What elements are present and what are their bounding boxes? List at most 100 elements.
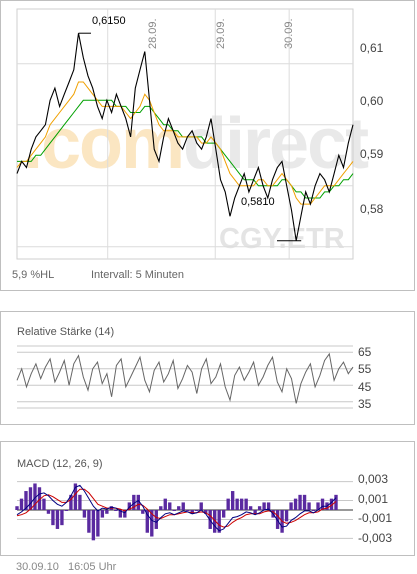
macd-histogram-bar (145, 510, 149, 533)
footer-date: 30.09.10 (16, 561, 59, 573)
rsi-chart (16, 345, 354, 409)
macd-histogram-bar (168, 502, 172, 510)
macd-histogram-bar (293, 498, 298, 510)
signal-line (16, 488, 337, 528)
macd-histogram-bar (163, 498, 167, 510)
macd-histogram-bar (127, 502, 132, 510)
date-label-29-09: 29.09. (215, 18, 227, 49)
macd-histogram-bar (37, 487, 42, 510)
hl-range-label: 5,9 %HL (12, 269, 55, 281)
rsi-tick-55: 55 (358, 362, 372, 376)
date-label-28-09: 28.09. (147, 18, 159, 49)
macd-histogram-bar (266, 502, 271, 510)
macd-histogram-bar (114, 510, 118, 511)
macd-histogram-bar (204, 510, 208, 514)
macd-histogram-bar (46, 510, 51, 514)
watermark-symbol: CGY.ETR (219, 223, 345, 255)
macd-histogram-bar (221, 510, 226, 518)
macd-histogram-bar (33, 483, 37, 510)
macd-histogram-bar (208, 510, 212, 529)
high-label: 0,6150 (92, 15, 126, 27)
ma-long-line (17, 99, 354, 199)
macd-histogram-bar (235, 498, 239, 510)
macd-histogram-bar (78, 494, 82, 510)
macd-histogram-bar (141, 510, 145, 514)
footer-time: 16:05 Uhr (68, 561, 117, 573)
macd-histogram-bar (55, 510, 60, 529)
macd-line (16, 484, 337, 532)
macd-histogram-bar (24, 491, 28, 510)
macd-histogram-bar (118, 510, 123, 518)
macd-histogram-bar (177, 506, 181, 510)
macd-histogram-bar (159, 506, 163, 510)
macd-histogram-bar (42, 498, 46, 510)
macd-histogram-bar (150, 510, 154, 537)
macd-panel: MACD (12, 26, 9) 0,003 0,001 -0,001 -0,0… (0, 441, 415, 556)
macd-histogram-bar (19, 498, 24, 510)
macd-histogram-bar (244, 498, 248, 510)
rsi-line (16, 352, 354, 404)
macd-histogram-bar (51, 510, 55, 526)
rsi-tick-45: 45 (358, 380, 372, 394)
macd-histogram-bar (253, 510, 257, 514)
macd-histogram-bar (316, 502, 320, 510)
y-tick-0-61: 0,61 (360, 41, 384, 55)
rsi-panel: Relative Stärke (14) 65 55 45 35 (0, 311, 415, 425)
macd-histogram-bar (87, 510, 91, 533)
macd-histogram-bar (257, 506, 262, 510)
macd-histogram-bar (302, 494, 307, 510)
y-tick-0-59: 0,59 (360, 147, 384, 161)
price-chart (16, 8, 354, 260)
macd-histogram-bar (91, 510, 96, 541)
macd-histogram-bar (275, 510, 280, 529)
low-label: 0,5810 (241, 196, 275, 208)
macd-histogram-bar (105, 510, 109, 514)
macd-histogram-bar (123, 510, 127, 518)
macd-histogram-bar (69, 494, 73, 510)
date-label-30-09: 30.09. (283, 18, 295, 49)
macd-histogram-bar (181, 502, 185, 510)
rsi-tick-35: 35 (358, 397, 372, 411)
macd-histogram-bar (284, 510, 289, 522)
macd-tick-0-001: 0,001 (358, 492, 389, 506)
macd-histogram-bar (199, 502, 203, 510)
macd-histogram-bar (334, 494, 338, 510)
ma-short-line (16, 81, 354, 205)
macd-histogram-bar (307, 502, 311, 510)
y-tick-0-58: 0,58 (360, 202, 384, 216)
macd-histogram-bar (154, 510, 158, 529)
macd-tick-neg-0-001: -0,001 (358, 511, 393, 525)
macd-histogram-bar (28, 487, 33, 510)
macd-histogram-bar (132, 494, 136, 510)
macd-histogram-bar (190, 510, 194, 514)
macd-histogram-bar (172, 510, 176, 511)
footer-timestamp: 30.09.10 16:05 Uhr (16, 561, 116, 573)
macd-histogram-bar (311, 510, 316, 511)
macd-tick-0-003: 0,003 (358, 472, 389, 486)
price-line (16, 33, 354, 241)
macd-histogram-bar (226, 498, 230, 510)
interval-label: Intervall: 5 Minuten (91, 269, 184, 281)
macd-histogram-bar (64, 510, 69, 511)
rsi-tick-65: 65 (358, 345, 372, 359)
macd-histogram-bar (15, 506, 19, 510)
macd-histogram-bar (248, 506, 253, 510)
macd-histogram-bar (262, 502, 266, 510)
rsi-title: Relative Stärke (14) (17, 326, 115, 338)
macd-histogram-bar (186, 510, 190, 511)
macd-histogram-bar (217, 510, 221, 533)
macd-histogram-bar (298, 494, 302, 510)
price-chart-panel: .comdirect CGY.ETR 28.09. 29.09. 30.09. … (0, 0, 415, 291)
macd-title: MACD (12, 26, 9) (17, 458, 103, 470)
macd-histogram-bar (195, 510, 199, 511)
macd-histogram-bar (239, 498, 244, 510)
macd-histogram-bar (60, 510, 64, 526)
macd-histogram-bar (100, 510, 105, 518)
y-tick-0-60: 0,60 (360, 94, 384, 108)
macd-histogram-bar (289, 502, 293, 510)
macd-histogram-bar (96, 510, 100, 537)
macd-histogram-bar (82, 510, 87, 518)
macd-histogram-bar (213, 510, 217, 533)
macd-histogram-bar (230, 491, 235, 510)
macd-histogram-bar (136, 494, 140, 510)
